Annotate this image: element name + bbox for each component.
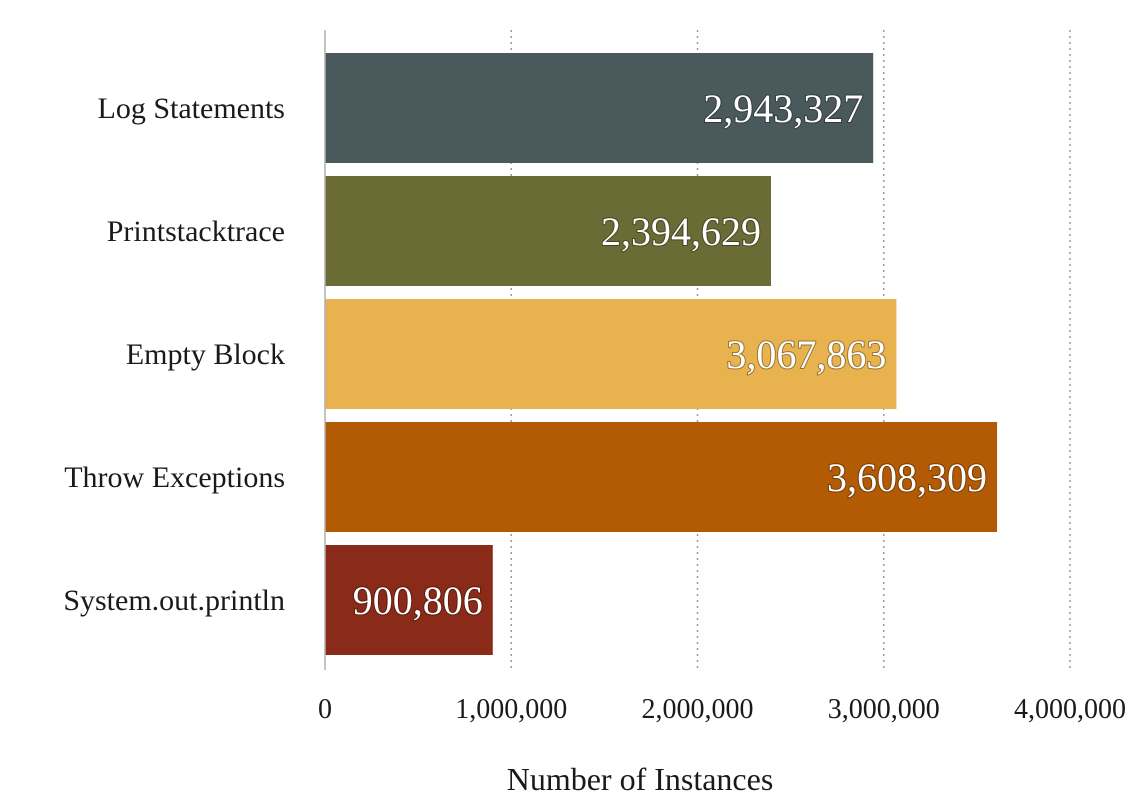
category-label-2: Empty Block (126, 338, 285, 371)
value-label-1: 2,394,629 (601, 209, 761, 254)
x-tick-label-4: 4,000,000 (1014, 694, 1126, 725)
bar-1 (325, 176, 771, 286)
value-label-2: 3,067,863 (726, 332, 886, 377)
x-tick-labels: 0 1,000,000 2,000,000 3,000,000 4,000,000 (318, 694, 1126, 725)
value-label-4: 900,806 (353, 578, 483, 623)
x-tick-label-2: 2,000,000 (642, 694, 754, 725)
bars (325, 53, 998, 655)
x-tick-label-0: 0 (318, 694, 332, 725)
bar-2 (325, 299, 897, 409)
category-label-0: Log Statements (98, 92, 285, 125)
value-label-3: 3,608,309 (827, 455, 987, 500)
category-label-4: System.out.println (63, 584, 285, 617)
x-tick-label-1: 1,000,000 (455, 694, 567, 725)
category-labels: Log Statements Printstacktrace Empty Block… (63, 92, 285, 617)
x-axis-title: Number of Instances (507, 761, 774, 797)
bar-3 (325, 422, 998, 532)
value-label-0: 2,943,327 (703, 86, 863, 131)
x-tick-label-3: 3,000,000 (828, 694, 940, 725)
value-labels: 2,943,327 2,394,629 3,067,863 3,608,309 900,… (352, 85, 988, 624)
category-label-3: Throw Exceptions (64, 461, 285, 494)
bar-4 (325, 545, 493, 655)
bar-0 (325, 53, 874, 163)
category-label-1: Printstacktrace (107, 215, 285, 248)
